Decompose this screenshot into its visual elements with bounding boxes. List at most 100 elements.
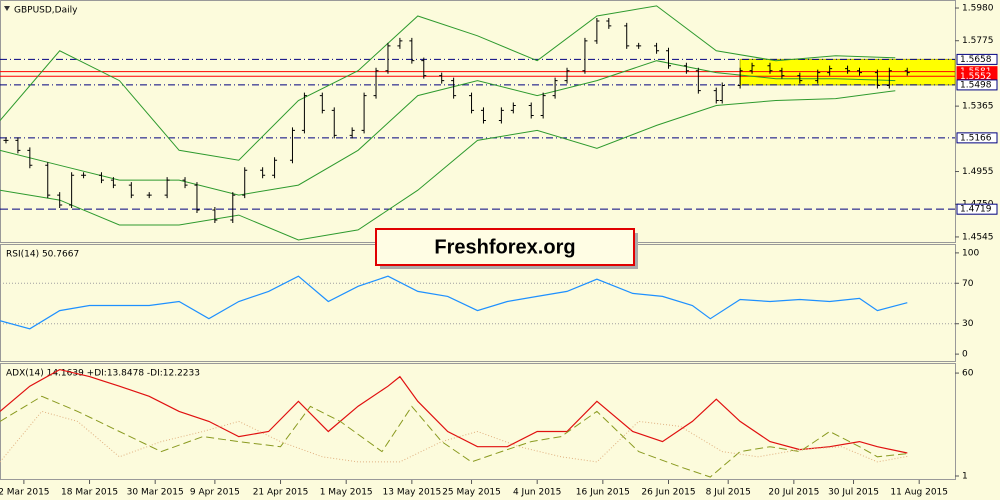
price-bar [904, 67, 910, 76]
price-bar [15, 137, 21, 154]
price-bar [827, 65, 833, 76]
level-label-box [956, 132, 998, 144]
price-bar [212, 206, 218, 224]
y-tick-label: 1 [962, 471, 968, 481]
y-tick-label: 0 [962, 350, 968, 360]
x-tick-label: 16 Jun 2015 [576, 488, 630, 498]
level-label: 1.4719 [960, 205, 992, 215]
price-bar [451, 77, 457, 99]
indicator-line [0, 395, 908, 478]
y-tick-label: 1.5775 [962, 36, 994, 46]
x-tick-label: 21 Apr 2015 [253, 488, 309, 498]
symbol-icon [4, 6, 10, 11]
price-bar [27, 147, 33, 169]
x-tick-label: 18 Mar 2015 [61, 488, 118, 498]
x-tick-label: 20 Jul 2015 [768, 488, 819, 498]
price-bar [606, 17, 612, 29]
price-bar [624, 22, 630, 49]
y-tick-label: 100 [962, 248, 979, 258]
price-bar [3, 137, 9, 144]
price-bar [767, 62, 773, 74]
y-tick-label: 1.4955 [962, 167, 994, 177]
watermark-box [375, 228, 635, 266]
price-bar [594, 17, 600, 44]
price-bar [439, 72, 445, 84]
y-tick-label: 70 [962, 279, 974, 289]
x-tick-label: 26 Jun 2015 [641, 488, 695, 498]
level-label-box [956, 203, 998, 215]
price-bar [779, 67, 785, 79]
price-bar [331, 107, 337, 139]
price-bar [666, 47, 671, 69]
panel-title: RSI(14) 50.7667 [6, 250, 79, 260]
price-bar [98, 172, 104, 184]
level-label-box [956, 79, 998, 91]
indicator-line [0, 368, 908, 454]
price-bar [552, 77, 558, 99]
price-bar [815, 69, 821, 84]
price-bar [498, 107, 504, 124]
price-bar [319, 92, 325, 114]
price-bar [469, 92, 475, 114]
indicator-line [0, 410, 908, 463]
price-bar [421, 57, 427, 79]
x-tick-label: 4 Jun 2015 [513, 488, 561, 498]
price-bar [45, 162, 51, 199]
chart-layer: 1.59801.57751.53651.49551.47501.4545GBPU… [0, 4, 998, 498]
band-lower [0, 90, 896, 241]
price-bar [409, 37, 415, 64]
level-label: 1.5498 [960, 80, 992, 90]
panel-title: ADX(14) 14.1639 +DI:13.8478 -DI:12.2233 [6, 369, 200, 379]
level-label: 1.5166 [960, 133, 992, 143]
price-bar [385, 42, 391, 74]
price-bar [874, 69, 880, 89]
price-bar [654, 42, 660, 54]
x-tick-label: 9 Apr 2015 [190, 488, 240, 498]
price-bar [582, 37, 588, 74]
price-bar [564, 67, 570, 84]
y-tick-label: 1.5365 [962, 102, 994, 112]
price-bar [194, 182, 200, 213]
price-bar [182, 177, 188, 189]
watermark: Freshforex.org [434, 236, 575, 258]
x-tick-label: 25 May 2015 [442, 488, 501, 498]
x-tick-label: 11 Aug 2015 [890, 488, 948, 498]
price-bar [636, 42, 642, 49]
band-middle [0, 60, 896, 196]
price-bar [146, 192, 152, 199]
price-bar [749, 62, 755, 74]
x-tick-label: 13 May 2015 [383, 488, 442, 498]
price-bar [260, 167, 266, 179]
price-bar [57, 192, 63, 209]
price-bar [886, 67, 892, 89]
x-tick-label: 2 Mar 2015 [0, 488, 50, 498]
price-bar [69, 172, 75, 209]
price-bar [510, 102, 516, 114]
price-bar [845, 65, 851, 74]
price-bar [230, 192, 236, 224]
price-bar [713, 87, 719, 104]
price-bar [737, 67, 743, 89]
price-bar [797, 72, 803, 84]
price-bar [695, 67, 701, 94]
x-tick-label: 1 May 2015 [320, 488, 373, 498]
panel-title: GBPUSD,Daily [14, 6, 78, 16]
level-label: 1.5552 [960, 72, 992, 82]
price-bar [301, 92, 307, 134]
x-tick-label: 30 Jul 2015 [828, 488, 879, 498]
price-bar [349, 127, 355, 139]
price-bar [540, 92, 546, 119]
y-tick-label: 30 [962, 319, 974, 329]
indicator-line [0, 275, 908, 330]
y-tick-label: 1.5980 [962, 4, 994, 14]
y-tick-label: 1.4545 [962, 232, 994, 242]
y-tick-label: 60 [962, 369, 974, 379]
price-bar [110, 177, 116, 189]
x-tick-label: 8 Jul 2015 [706, 488, 751, 498]
price-bar [289, 127, 295, 164]
price-bar [361, 92, 367, 134]
price-bar [719, 82, 725, 104]
x-tick-label: 30 Mar 2015 [127, 488, 184, 498]
price-bar [373, 67, 379, 99]
